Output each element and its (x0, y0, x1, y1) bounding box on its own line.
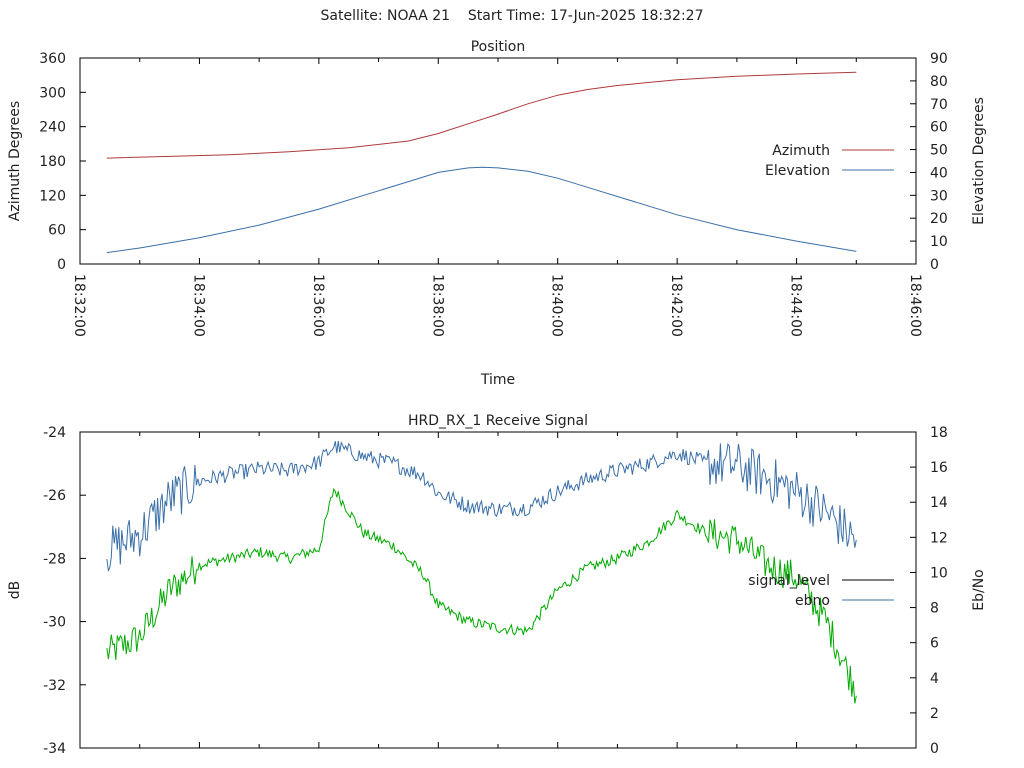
x-tick-label: 18:36:00 (310, 274, 326, 337)
x-tick-label: 18:40:00 (549, 274, 565, 337)
y2-tick-label: 10 (930, 565, 948, 581)
y2-tick-label: 70 (930, 97, 948, 113)
plot-frame (79, 57, 917, 265)
plot-frame (79, 431, 917, 749)
y2-tick-label: 16 (930, 460, 948, 476)
legend-label-elevation: Elevation (765, 163, 830, 179)
y2-axis-label: Elevation Degrees (971, 97, 987, 225)
y2-tick-label: 20 (930, 211, 948, 227)
y2-tick-label: 6 (930, 636, 939, 652)
x-tick-label: 18:46:00 (907, 274, 923, 337)
series-line-azimuth (106, 71, 857, 159)
legend-label-signal-level: signal_level (748, 573, 830, 589)
y2-tick-label: 18 (930, 425, 948, 441)
y-tick-label: 180 (39, 154, 66, 170)
y2-tick-label: 14 (930, 495, 948, 511)
y2-tick-label: 90 (930, 51, 948, 67)
y-axis-label: Azimuth Degrees (7, 101, 23, 221)
y2-tick-label: 2 (930, 706, 939, 722)
y-tick-label: -30 (43, 615, 66, 631)
y-tick-label: 240 (39, 120, 66, 136)
y2-tick-label: 0 (930, 741, 939, 757)
y-tick-label: 60 (48, 223, 66, 239)
chart-title: HRD_RX_1 Receive Signal (408, 413, 588, 429)
y-tick-label: -32 (43, 678, 66, 694)
y-tick-label: -28 (43, 551, 66, 567)
y-tick-label: -24 (43, 425, 66, 441)
x-tick-label: 18:38:00 (429, 274, 445, 337)
y2-tick-label: 40 (930, 165, 948, 181)
x-axis-label: Time (480, 372, 515, 388)
y-tick-label: 120 (39, 188, 66, 204)
y2-tick-label: 60 (930, 120, 948, 136)
receive-signal-chart: HRD_RX_1 Receive Signal -34 -32 -30 -28 -26 -2… (7, 413, 987, 757)
position-chart: Position 18:32:00 18:34:00 18:36:00 18:38:00… (7, 39, 987, 388)
chart-title: Position (471, 39, 526, 55)
legend-label-ebno: ebno (795, 593, 830, 609)
start-time-label: Start Time: 17-Jun-2025 18:32:27 (467, 8, 704, 24)
series-line-signal-level (106, 487, 857, 704)
y2-tick-label: 10 (930, 234, 948, 250)
x-tick-label: 18:34:00 (190, 274, 206, 337)
page-title: Satellite: NOAA 21 Start Time: 17-Jun-20… (0, 8, 1024, 24)
y-tick-label: 0 (57, 257, 66, 273)
y-tick-label: -34 (43, 741, 66, 757)
x-tick-label: 18:42:00 (668, 274, 684, 337)
y2-tick-label: 80 (930, 74, 948, 90)
y-tick-label: 360 (39, 51, 66, 67)
x-tick-label: 18:44:00 (788, 274, 804, 337)
y2-tick-label: 12 (930, 530, 948, 546)
y-axis-label: dB (7, 581, 23, 600)
y-tick-label: 300 (39, 85, 66, 101)
series-line-ebno (106, 440, 857, 572)
y2-tick-label: 50 (930, 143, 948, 159)
y2-tick-label: 30 (930, 188, 948, 204)
y2-tick-label: 0 (930, 257, 939, 273)
y2-axis-label: Eb/No (971, 569, 987, 611)
y2-tick-label: 4 (930, 671, 939, 687)
x-tick-label: 18:32:00 (71, 274, 87, 337)
series-line-elevation (106, 166, 857, 254)
satellite-label: Satellite: NOAA 21 (320, 8, 451, 24)
legend-label-azimuth: Azimuth (772, 143, 830, 159)
y-tick-label: -26 (43, 488, 66, 504)
y2-tick-label: 8 (930, 601, 939, 617)
